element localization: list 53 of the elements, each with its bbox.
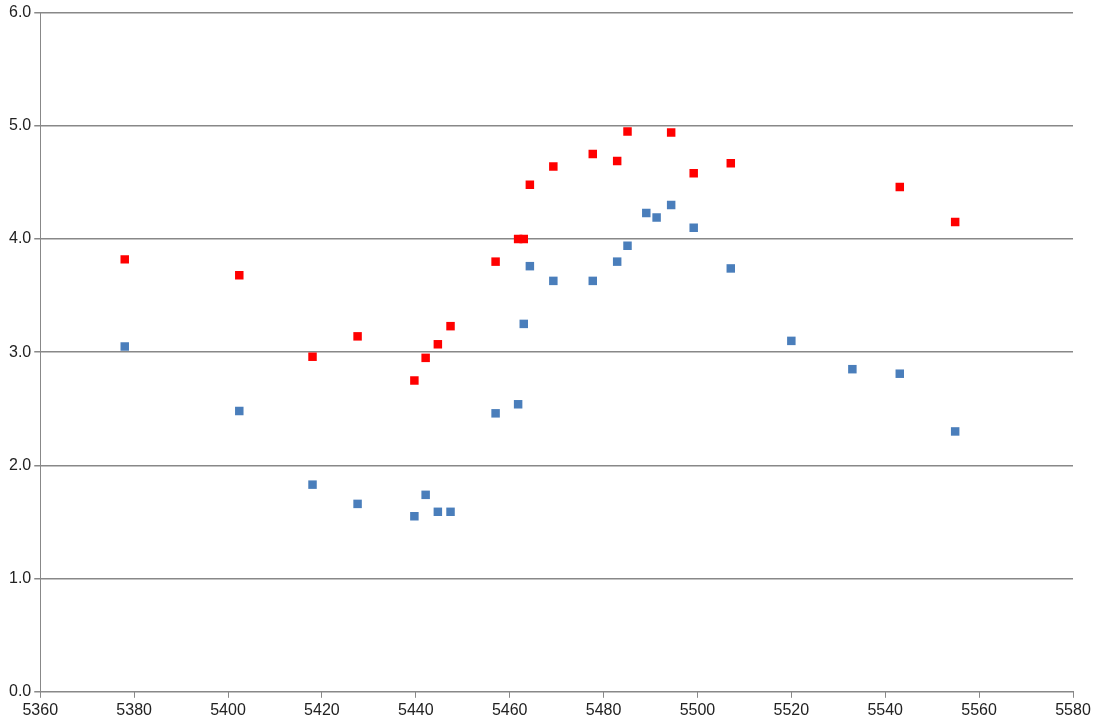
x-tick-label: 5500 — [679, 700, 716, 718]
point — [623, 127, 632, 136]
point — [848, 364, 857, 374]
y-tick-label: 0.0 — [8, 682, 32, 700]
x-tick-label: 5360 — [22, 700, 59, 718]
x-tick-label: 5460 — [491, 700, 528, 718]
x-tick-label: 5560 — [961, 700, 998, 718]
point — [446, 507, 455, 517]
point — [549, 162, 558, 171]
point — [308, 480, 317, 489]
y-tick-label: 3.0 — [8, 342, 32, 360]
point — [235, 406, 244, 416]
x-tick-label: 5580 — [1055, 700, 1091, 718]
point — [410, 512, 419, 521]
x-tick-label: 5380 — [116, 700, 153, 718]
point — [235, 270, 244, 280]
point — [446, 321, 455, 331]
point — [513, 400, 523, 409]
x-tick-label: 5420 — [304, 700, 340, 718]
point — [549, 276, 558, 286]
point — [642, 208, 651, 218]
y-tick-label: 1.0 — [8, 569, 32, 587]
point — [623, 241, 632, 251]
point — [895, 369, 905, 378]
x-tick-label: 5540 — [867, 700, 904, 718]
point — [612, 257, 622, 266]
point — [787, 336, 796, 346]
point — [353, 499, 362, 509]
point — [421, 490, 430, 500]
point — [950, 427, 960, 436]
x-tick-label: 5480 — [585, 700, 622, 718]
x-tick-label: 5440 — [397, 700, 434, 718]
point — [421, 353, 430, 363]
point — [120, 342, 129, 351]
point — [666, 128, 676, 137]
x-tick-label: 5520 — [773, 700, 810, 718]
point — [120, 255, 129, 264]
point — [726, 264, 736, 273]
point — [689, 169, 698, 178]
y-tick-label: 2.0 — [8, 455, 32, 473]
point — [433, 340, 443, 349]
point — [491, 257, 500, 266]
point — [525, 180, 535, 189]
point — [308, 352, 317, 361]
point — [689, 223, 698, 232]
point — [491, 409, 500, 418]
y-tick-label: 6.0 — [8, 3, 32, 21]
point — [353, 332, 362, 341]
y-tick-label: 4.0 — [8, 229, 32, 247]
x-tick-label: 5400 — [210, 700, 246, 718]
y-tick-label: 5.0 — [8, 116, 32, 134]
point — [652, 213, 661, 222]
point — [410, 376, 419, 385]
